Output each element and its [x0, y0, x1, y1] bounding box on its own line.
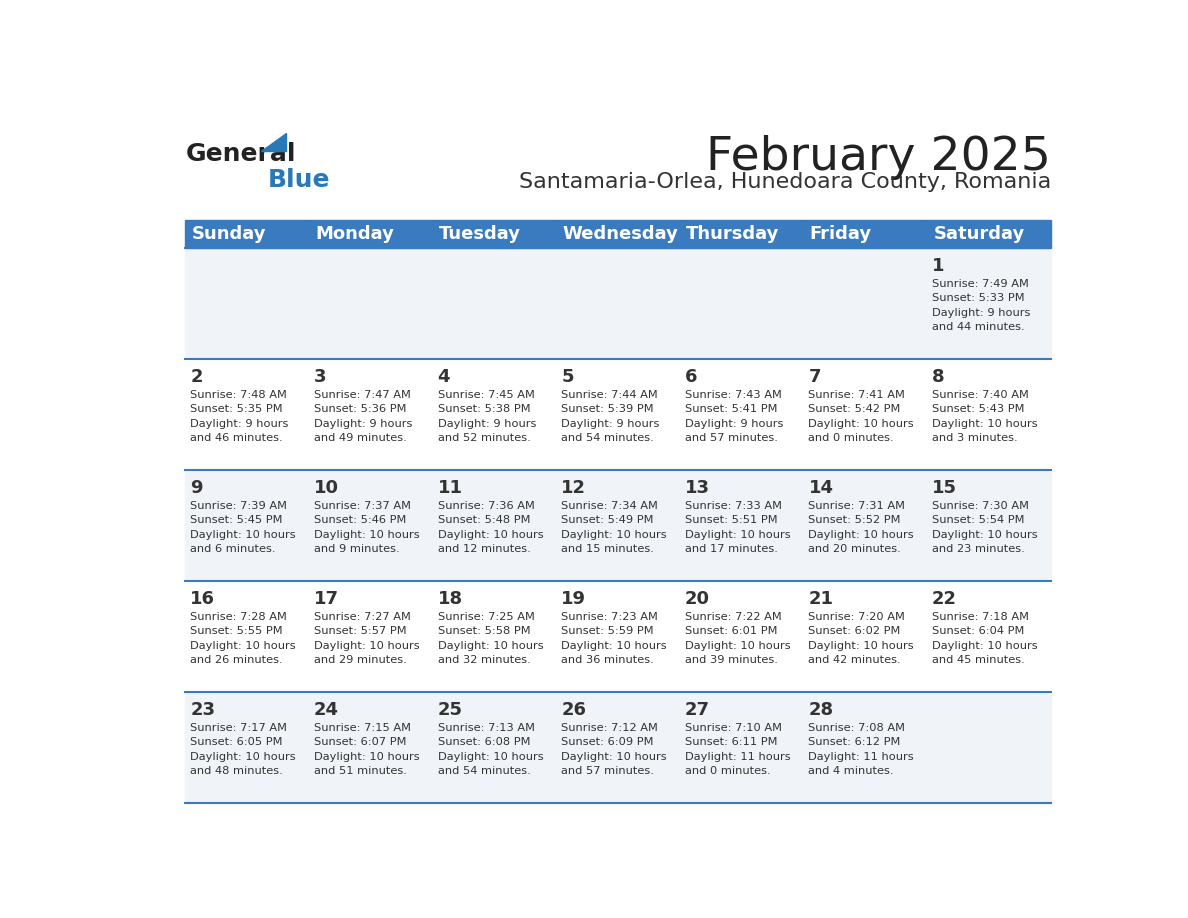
Text: Sunrise: 7:39 AM
Sunset: 5:45 PM
Daylight: 10 hours
and 6 minutes.: Sunrise: 7:39 AM Sunset: 5:45 PM Dayligh… [190, 501, 296, 554]
Text: Sunrise: 7:20 AM
Sunset: 6:02 PM
Daylight: 10 hours
and 42 minutes.: Sunrise: 7:20 AM Sunset: 6:02 PM Dayligh… [809, 612, 914, 666]
Bar [185, 692, 1051, 803]
Text: 16: 16 [190, 589, 215, 608]
Text: 2: 2 [190, 368, 203, 386]
Text: General: General [185, 142, 296, 166]
Text: Sunrise: 7:34 AM
Sunset: 5:49 PM
Daylight: 10 hours
and 15 minutes.: Sunrise: 7:34 AM Sunset: 5:49 PM Dayligh… [561, 501, 666, 554]
Text: 23: 23 [190, 700, 215, 719]
Text: Saturday: Saturday [934, 225, 1024, 243]
Text: Sunrise: 7:22 AM
Sunset: 6:01 PM
Daylight: 10 hours
and 39 minutes.: Sunrise: 7:22 AM Sunset: 6:01 PM Dayligh… [684, 612, 790, 666]
Text: 27: 27 [684, 700, 709, 719]
Text: 19: 19 [561, 589, 586, 608]
Text: Thursday: Thursday [685, 225, 779, 243]
Bar [556, 219, 680, 248]
Text: 3: 3 [314, 368, 327, 386]
Text: Sunrise: 7:18 AM
Sunset: 6:04 PM
Daylight: 10 hours
and 45 minutes.: Sunrise: 7:18 AM Sunset: 6:04 PM Dayligh… [933, 612, 1038, 666]
Text: 11: 11 [437, 479, 462, 497]
Text: Sunrise: 7:25 AM
Sunset: 5:58 PM
Daylight: 10 hours
and 32 minutes.: Sunrise: 7:25 AM Sunset: 5:58 PM Dayligh… [437, 612, 543, 666]
Text: February 2025: February 2025 [706, 135, 1051, 180]
Text: 22: 22 [933, 589, 958, 608]
Text: 6: 6 [684, 368, 697, 386]
Bar [185, 359, 1051, 470]
Text: 10: 10 [314, 479, 339, 497]
Text: 25: 25 [437, 700, 462, 719]
Text: Sunrise: 7:28 AM
Sunset: 5:55 PM
Daylight: 10 hours
and 26 minutes.: Sunrise: 7:28 AM Sunset: 5:55 PM Dayligh… [190, 612, 296, 666]
Text: Sunrise: 7:12 AM
Sunset: 6:09 PM
Daylight: 10 hours
and 57 minutes.: Sunrise: 7:12 AM Sunset: 6:09 PM Dayligh… [561, 723, 666, 777]
Text: Sunrise: 7:08 AM
Sunset: 6:12 PM
Daylight: 11 hours
and 4 minutes.: Sunrise: 7:08 AM Sunset: 6:12 PM Dayligh… [809, 723, 914, 777]
Text: Sunrise: 7:23 AM
Sunset: 5:59 PM
Daylight: 10 hours
and 36 minutes.: Sunrise: 7:23 AM Sunset: 5:59 PM Dayligh… [561, 612, 666, 666]
Text: Sunrise: 7:41 AM
Sunset: 5:42 PM
Daylight: 10 hours
and 0 minutes.: Sunrise: 7:41 AM Sunset: 5:42 PM Dayligh… [809, 390, 914, 443]
Text: Blue: Blue [268, 168, 330, 192]
Text: Sunrise: 7:36 AM
Sunset: 5:48 PM
Daylight: 10 hours
and 12 minutes.: Sunrise: 7:36 AM Sunset: 5:48 PM Dayligh… [437, 501, 543, 554]
Text: Sunrise: 7:15 AM
Sunset: 6:07 PM
Daylight: 10 hours
and 51 minutes.: Sunrise: 7:15 AM Sunset: 6:07 PM Dayligh… [314, 723, 419, 777]
Text: 28: 28 [809, 700, 834, 719]
Text: Tuesday: Tuesday [438, 225, 520, 243]
Text: 18: 18 [437, 589, 462, 608]
Text: Sunrise: 7:30 AM
Sunset: 5:54 PM
Daylight: 10 hours
and 23 minutes.: Sunrise: 7:30 AM Sunset: 5:54 PM Dayligh… [933, 501, 1038, 554]
Text: Monday: Monday [315, 225, 394, 243]
Text: Sunrise: 7:49 AM
Sunset: 5:33 PM
Daylight: 9 hours
and 44 minutes.: Sunrise: 7:49 AM Sunset: 5:33 PM Dayligh… [933, 279, 1030, 332]
Text: 9: 9 [190, 479, 203, 497]
Text: Sunrise: 7:10 AM
Sunset: 6:11 PM
Daylight: 11 hours
and 0 minutes.: Sunrise: 7:10 AM Sunset: 6:11 PM Dayligh… [684, 723, 790, 777]
Text: Sunrise: 7:37 AM
Sunset: 5:46 PM
Daylight: 10 hours
and 9 minutes.: Sunrise: 7:37 AM Sunset: 5:46 PM Dayligh… [314, 501, 419, 554]
Text: Santamaria-Orlea, Hunedoara County, Romania: Santamaria-Orlea, Hunedoara County, Roma… [518, 173, 1051, 193]
Text: 14: 14 [809, 479, 834, 497]
Text: 24: 24 [314, 700, 339, 719]
Text: Sunrise: 7:13 AM
Sunset: 6:08 PM
Daylight: 10 hours
and 54 minutes.: Sunrise: 7:13 AM Sunset: 6:08 PM Dayligh… [437, 723, 543, 777]
Text: 17: 17 [314, 589, 339, 608]
Bar [185, 581, 1051, 692]
Text: Sunrise: 7:40 AM
Sunset: 5:43 PM
Daylight: 10 hours
and 3 minutes.: Sunrise: 7:40 AM Sunset: 5:43 PM Dayligh… [933, 390, 1038, 443]
Text: 4: 4 [437, 368, 450, 386]
Text: Friday: Friday [810, 225, 872, 243]
Polygon shape [261, 133, 285, 151]
Bar [185, 219, 309, 248]
Text: Sunday: Sunday [191, 225, 266, 243]
Text: 20: 20 [684, 589, 709, 608]
Text: 8: 8 [933, 368, 944, 386]
Text: Sunrise: 7:45 AM
Sunset: 5:38 PM
Daylight: 9 hours
and 52 minutes.: Sunrise: 7:45 AM Sunset: 5:38 PM Dayligh… [437, 390, 536, 443]
Text: Sunrise: 7:33 AM
Sunset: 5:51 PM
Daylight: 10 hours
and 17 minutes.: Sunrise: 7:33 AM Sunset: 5:51 PM Dayligh… [684, 501, 790, 554]
Bar [803, 219, 927, 248]
Text: 1: 1 [933, 257, 944, 274]
Bar [680, 219, 803, 248]
Text: 5: 5 [561, 368, 574, 386]
Text: Sunrise: 7:44 AM
Sunset: 5:39 PM
Daylight: 9 hours
and 54 minutes.: Sunrise: 7:44 AM Sunset: 5:39 PM Dayligh… [561, 390, 659, 443]
Text: Sunrise: 7:43 AM
Sunset: 5:41 PM
Daylight: 9 hours
and 57 minutes.: Sunrise: 7:43 AM Sunset: 5:41 PM Dayligh… [684, 390, 783, 443]
Text: Sunrise: 7:31 AM
Sunset: 5:52 PM
Daylight: 10 hours
and 20 minutes.: Sunrise: 7:31 AM Sunset: 5:52 PM Dayligh… [809, 501, 914, 554]
Text: 13: 13 [684, 479, 709, 497]
Text: 21: 21 [809, 589, 834, 608]
Text: Wednesday: Wednesday [562, 225, 678, 243]
Text: 12: 12 [561, 479, 586, 497]
Text: Sunrise: 7:47 AM
Sunset: 5:36 PM
Daylight: 9 hours
and 49 minutes.: Sunrise: 7:47 AM Sunset: 5:36 PM Dayligh… [314, 390, 412, 443]
Bar [432, 219, 556, 248]
Text: 15: 15 [933, 479, 958, 497]
Bar [309, 219, 432, 248]
Text: 26: 26 [561, 700, 586, 719]
Bar [927, 219, 1051, 248]
Bar [185, 248, 1051, 359]
Text: Sunrise: 7:27 AM
Sunset: 5:57 PM
Daylight: 10 hours
and 29 minutes.: Sunrise: 7:27 AM Sunset: 5:57 PM Dayligh… [314, 612, 419, 666]
Text: 7: 7 [809, 368, 821, 386]
Bar [185, 470, 1051, 581]
Text: Sunrise: 7:17 AM
Sunset: 6:05 PM
Daylight: 10 hours
and 48 minutes.: Sunrise: 7:17 AM Sunset: 6:05 PM Dayligh… [190, 723, 296, 777]
Text: Sunrise: 7:48 AM
Sunset: 5:35 PM
Daylight: 9 hours
and 46 minutes.: Sunrise: 7:48 AM Sunset: 5:35 PM Dayligh… [190, 390, 289, 443]
